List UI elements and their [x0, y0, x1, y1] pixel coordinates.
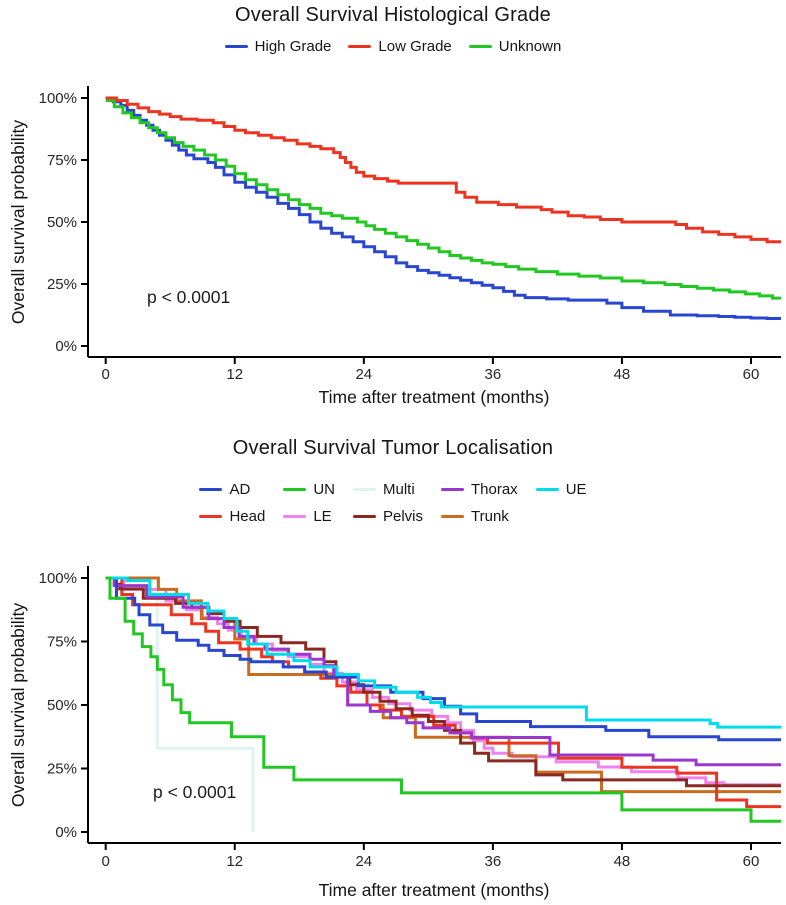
curve-un	[105, 576, 781, 823]
legend-bottom: AD UN Multi Thorax UE Head LE Pelvis Trunk	[0, 481, 786, 525]
legend-item-high-grade: High Grade	[224, 38, 332, 55]
x-tick-label: 0	[102, 853, 110, 870]
legend-swatch-trunk	[441, 514, 464, 519]
y-tick-label: 50%	[47, 697, 77, 714]
survival-plot-localisation: 0% 25% 50% 75% 100% 0 12 24 36 48 60 Time after tre…	[8, 566, 781, 900]
curve-head	[105, 576, 781, 809]
legend-swatch-multi	[352, 487, 376, 492]
legend-item-trunk: Trunk	[441, 508, 518, 525]
x-tick-label: 0	[102, 366, 110, 383]
legend-item-head: Head	[199, 508, 265, 525]
legend-swatch-low-grade	[348, 44, 372, 49]
y-tick-label: 50%	[47, 214, 77, 231]
legend-swatch-pelvis	[352, 514, 376, 519]
legend-swatch-le	[283, 514, 307, 519]
y-tick-label: 0%	[55, 824, 77, 841]
x-tick-label: 24	[355, 853, 372, 870]
x-axis-title: Time after treatment (months)	[319, 880, 550, 900]
x-tick-label: 12	[226, 366, 243, 383]
y-axis-title: Overall survival probability	[8, 120, 28, 324]
p-value-annotation: p < 0.0001	[147, 287, 230, 307]
legend-top: High Grade Low Grade Unknown	[0, 38, 786, 55]
curve-unknown	[105, 99, 781, 300]
legend-item-ad: AD	[199, 481, 265, 498]
top-survival-chart: Overall Survival Histological Grade High…	[0, 0, 786, 430]
legend-item-pelvis: Pelvis	[352, 508, 423, 525]
legend-label: Head	[229, 508, 266, 525]
axes: 0% 25% 50% 75% 100% 0 12 24 36 48 60	[39, 566, 781, 870]
curve-ue	[105, 576, 781, 729]
curve-ad	[105, 576, 781, 742]
y-tick-label: 25%	[47, 276, 77, 293]
legend-swatch-un	[283, 487, 307, 492]
y-tick-label: 100%	[39, 90, 77, 107]
page-title: Overall Survival Histological Grade	[234, 4, 551, 26]
curves	[105, 576, 781, 832]
x-tick-label: 60	[743, 366, 760, 383]
survival-plot-grade: 0% 25% 50% 75% 100% 0 12 24 36 48 60 Time after tre…	[8, 86, 781, 407]
legend-label: Unknown	[498, 38, 562, 55]
y-tick-label: 75%	[47, 152, 77, 169]
p-value-annotation: p < 0.0001	[153, 782, 236, 802]
legend-swatch-head	[199, 514, 223, 519]
axes: 0% 25% 50% 75% 100% 0 12 24 36 48 60	[39, 86, 781, 383]
x-tick-label: 48	[614, 853, 631, 870]
x-tick-label: 48	[614, 366, 631, 383]
bottom-survival-chart: Overall Survival Tumor Localisation AD UN…	[0, 430, 786, 905]
y-tick-label: 0%	[55, 338, 77, 355]
x-tick-label: 12	[226, 853, 243, 870]
legend-label: UE	[565, 481, 587, 498]
legend-label: UN	[313, 481, 335, 498]
y-axis-title: Overall survival probability	[8, 603, 28, 807]
legend-item-thorax: Thorax	[441, 481, 518, 498]
curve-low-grade	[105, 96, 781, 244]
legend-swatch-ad	[199, 487, 223, 492]
x-axis-title: Time after treatment (months)	[319, 387, 550, 407]
legend-label: Multi	[382, 481, 415, 498]
x-tick-label: 60	[743, 853, 760, 870]
legend-label: LE	[313, 508, 332, 525]
curve-high-grade	[105, 96, 781, 320]
legend-swatch-ue	[535, 487, 559, 492]
page-title-2: Overall Survival Tumor Localisation	[232, 437, 554, 459]
legend-item-unknown: Unknown	[468, 38, 562, 55]
x-tick-label: 36	[485, 853, 502, 870]
curves	[105, 96, 781, 320]
legend-item-ue: UE	[535, 481, 587, 498]
x-tick-label: 24	[355, 366, 372, 383]
legend-item-un: UN	[283, 481, 335, 498]
y-tick-label: 100%	[39, 570, 77, 587]
legend-label: Low Grade	[378, 38, 452, 55]
legend-swatch-high-grade	[224, 44, 248, 49]
legend-label: AD	[229, 481, 251, 498]
legend-swatch-thorax	[441, 487, 464, 492]
legend-item-le: LE	[283, 508, 335, 525]
legend-item-multi: Multi	[352, 481, 423, 498]
legend-swatch-unknown	[468, 44, 492, 49]
legend-label: Pelvis	[382, 508, 423, 525]
y-tick-label: 25%	[47, 761, 77, 778]
legend-label: Trunk	[471, 508, 509, 525]
legend-item-low-grade: Low Grade	[348, 38, 452, 55]
x-tick-label: 36	[485, 366, 502, 383]
y-tick-label: 75%	[47, 634, 77, 651]
legend-label: Thorax	[471, 481, 518, 498]
legend-label: High Grade	[254, 38, 332, 55]
